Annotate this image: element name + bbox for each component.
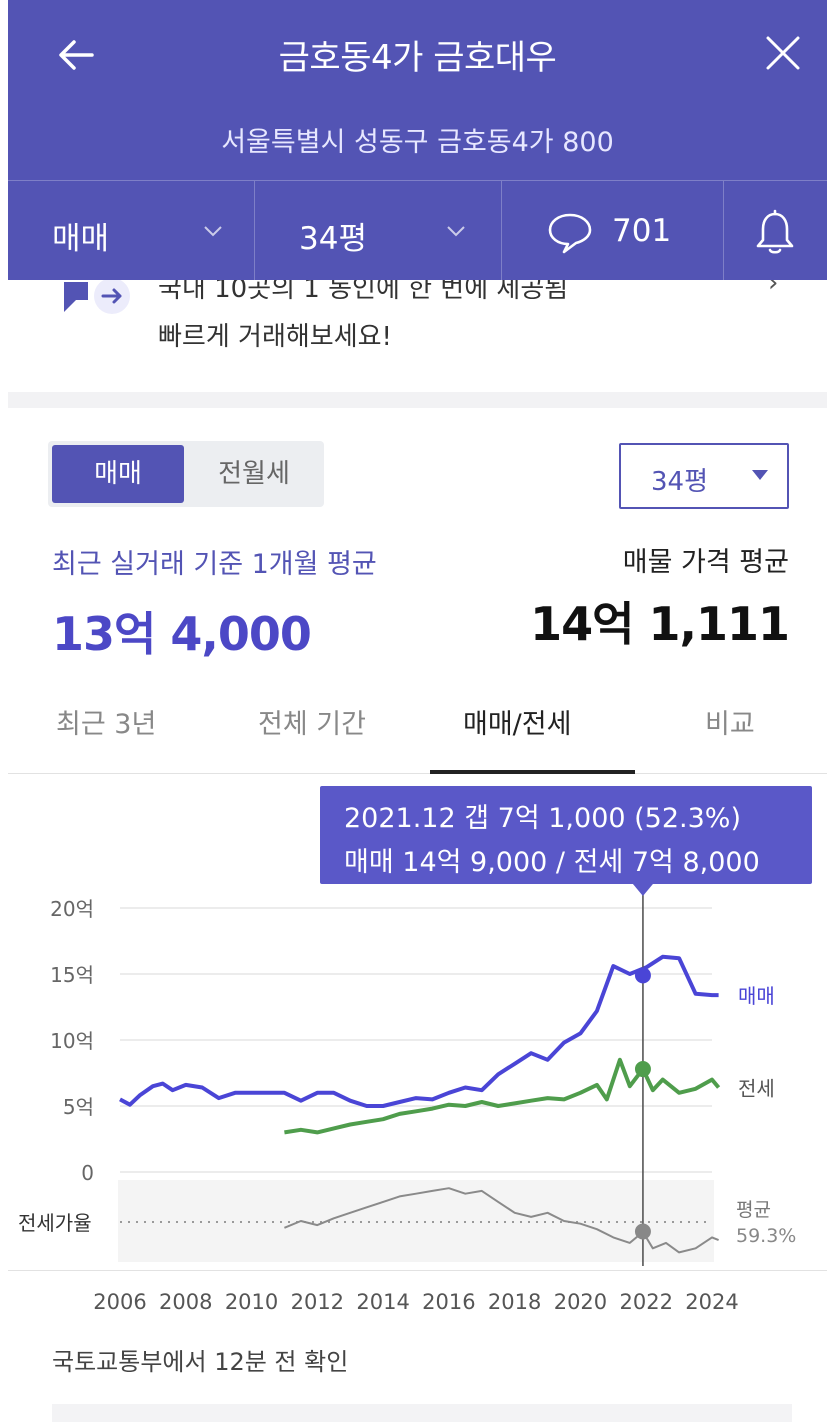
x-axis: 2006 2008 2010 2012 2014 2016 2018 2020 2022 2024 xyxy=(0,1290,827,1320)
listing-avg-label: 매물 가격 평균 xyxy=(622,547,789,578)
area-label: 34평 xyxy=(299,221,367,257)
bell-icon xyxy=(756,209,794,254)
tooltip-prices: 매매 14억 9,000 / 전세 7억 8,000 xyxy=(344,847,760,878)
x-tick-label: 2006 xyxy=(93,1290,147,1314)
area-dropdown[interactable]: 34평 xyxy=(255,181,502,281)
area-select[interactable]: 34평 xyxy=(619,443,789,509)
comment-count: 701 xyxy=(612,213,672,249)
period-tabs: 최근 3년 전체 기간 매매/전세 비교 xyxy=(8,680,827,774)
y-tick-label: 20억 xyxy=(50,897,94,921)
caret-down-icon xyxy=(752,470,768,480)
x-tick-label: 2008 xyxy=(159,1290,213,1314)
chart-divider xyxy=(8,1270,827,1271)
page-title: 금호동4가 금호대우 xyxy=(278,38,557,78)
chevron-right-icon: › xyxy=(768,280,779,298)
series-line-sale xyxy=(119,954,719,1108)
ratio-average-label: 평균 xyxy=(736,1199,771,1221)
chart-tooltip: 2021.12 갭 7억 1,000 (52.3%) 매매 14억 9,000 … xyxy=(320,786,812,884)
recent-deal-value: 13억 4,000 xyxy=(52,607,312,661)
banner-text-cut: 국내 10곳의 1 동인에 한 번에 제공됨 xyxy=(158,280,569,304)
bottom-panel xyxy=(52,1404,792,1422)
back-arrow-icon[interactable] xyxy=(52,30,102,80)
ratio-average-value: 59.3% xyxy=(736,1225,796,1247)
address-text: 서울특별시 성동구 금호동4가 800 xyxy=(221,127,614,158)
section-divider xyxy=(8,392,827,408)
selected-point-jeonse xyxy=(634,1061,651,1078)
data-source-text: 국토교통부에서 12분 전 확인 xyxy=(52,1348,349,1376)
y-tick-label: 10억 xyxy=(50,1029,94,1053)
promo-banner[interactable]: 국내 10곳의 1 동인에 한 번에 제공됨 › 빠르게 거래해보세요! xyxy=(8,280,827,392)
x-tick-label: 2024 xyxy=(685,1290,739,1314)
trade-segment-control: 매매 전월세 xyxy=(48,441,324,507)
active-tab-underline xyxy=(430,770,635,774)
chevron-down-icon xyxy=(447,226,465,237)
comments-button[interactable]: 701 xyxy=(502,181,724,281)
series-label-sale: 매매 xyxy=(738,984,775,1008)
selected-point-sale xyxy=(634,967,651,984)
tab-recent-3y[interactable]: 최근 3년 xyxy=(56,709,157,740)
series-line-jeonse xyxy=(284,1057,721,1135)
tooltip-pointer xyxy=(632,884,653,896)
x-tick-label: 2020 xyxy=(553,1290,608,1314)
app-header: 금호동4가 금호대우 서울특별시 성동구 금호동4가 800 매매 34평 70… xyxy=(8,0,827,281)
area-select-value: 34평 xyxy=(651,467,709,497)
y-tick-label: 0 xyxy=(81,1161,94,1185)
close-icon[interactable] xyxy=(760,30,806,76)
segment-rent[interactable]: 전월세 xyxy=(218,459,290,489)
x-tick-label: 2010 xyxy=(224,1290,279,1314)
series-label-jeonse: 전세 xyxy=(738,1077,775,1101)
tab-all-period[interactable]: 전체 기간 xyxy=(258,709,366,740)
segment-sale[interactable]: 매매 xyxy=(52,445,184,503)
speech-bubble-icon xyxy=(548,213,592,254)
x-tick-label: 2012 xyxy=(290,1290,345,1314)
x-tick-label: 2016 xyxy=(422,1290,476,1314)
send-arrow-icon xyxy=(64,280,130,314)
series-line-ratio xyxy=(284,1187,719,1254)
y-tick-label: 5억 xyxy=(63,1095,94,1119)
tab-compare[interactable]: 비교 xyxy=(705,709,755,740)
listing-avg-value: 14억 1,111 xyxy=(530,597,790,651)
x-tick-label: 2022 xyxy=(619,1290,673,1314)
notification-button[interactable] xyxy=(724,181,827,281)
recent-deal-label: 최근 실거래 기준 1개월 평균 xyxy=(52,549,377,580)
tab-sale-jeonse[interactable]: 매매/전세 xyxy=(463,709,572,740)
y-tick-label: 15억 xyxy=(50,963,94,987)
trade-type-label: 매매 xyxy=(52,221,110,257)
trade-type-dropdown[interactable]: 매매 xyxy=(8,181,255,281)
chevron-down-icon xyxy=(204,226,222,237)
tooltip-gap: 2021.12 갭 7억 1,000 (52.3%) xyxy=(344,803,741,834)
filter-bar: 매매 34평 701 xyxy=(8,180,827,281)
selected-point-ratio xyxy=(634,1223,651,1240)
banner-text: 빠르게 거래해보세요! xyxy=(158,322,392,352)
x-tick-label: 2018 xyxy=(487,1290,542,1314)
ratio-label: 전세가율 xyxy=(18,1211,92,1235)
x-tick-label: 2014 xyxy=(356,1290,410,1314)
